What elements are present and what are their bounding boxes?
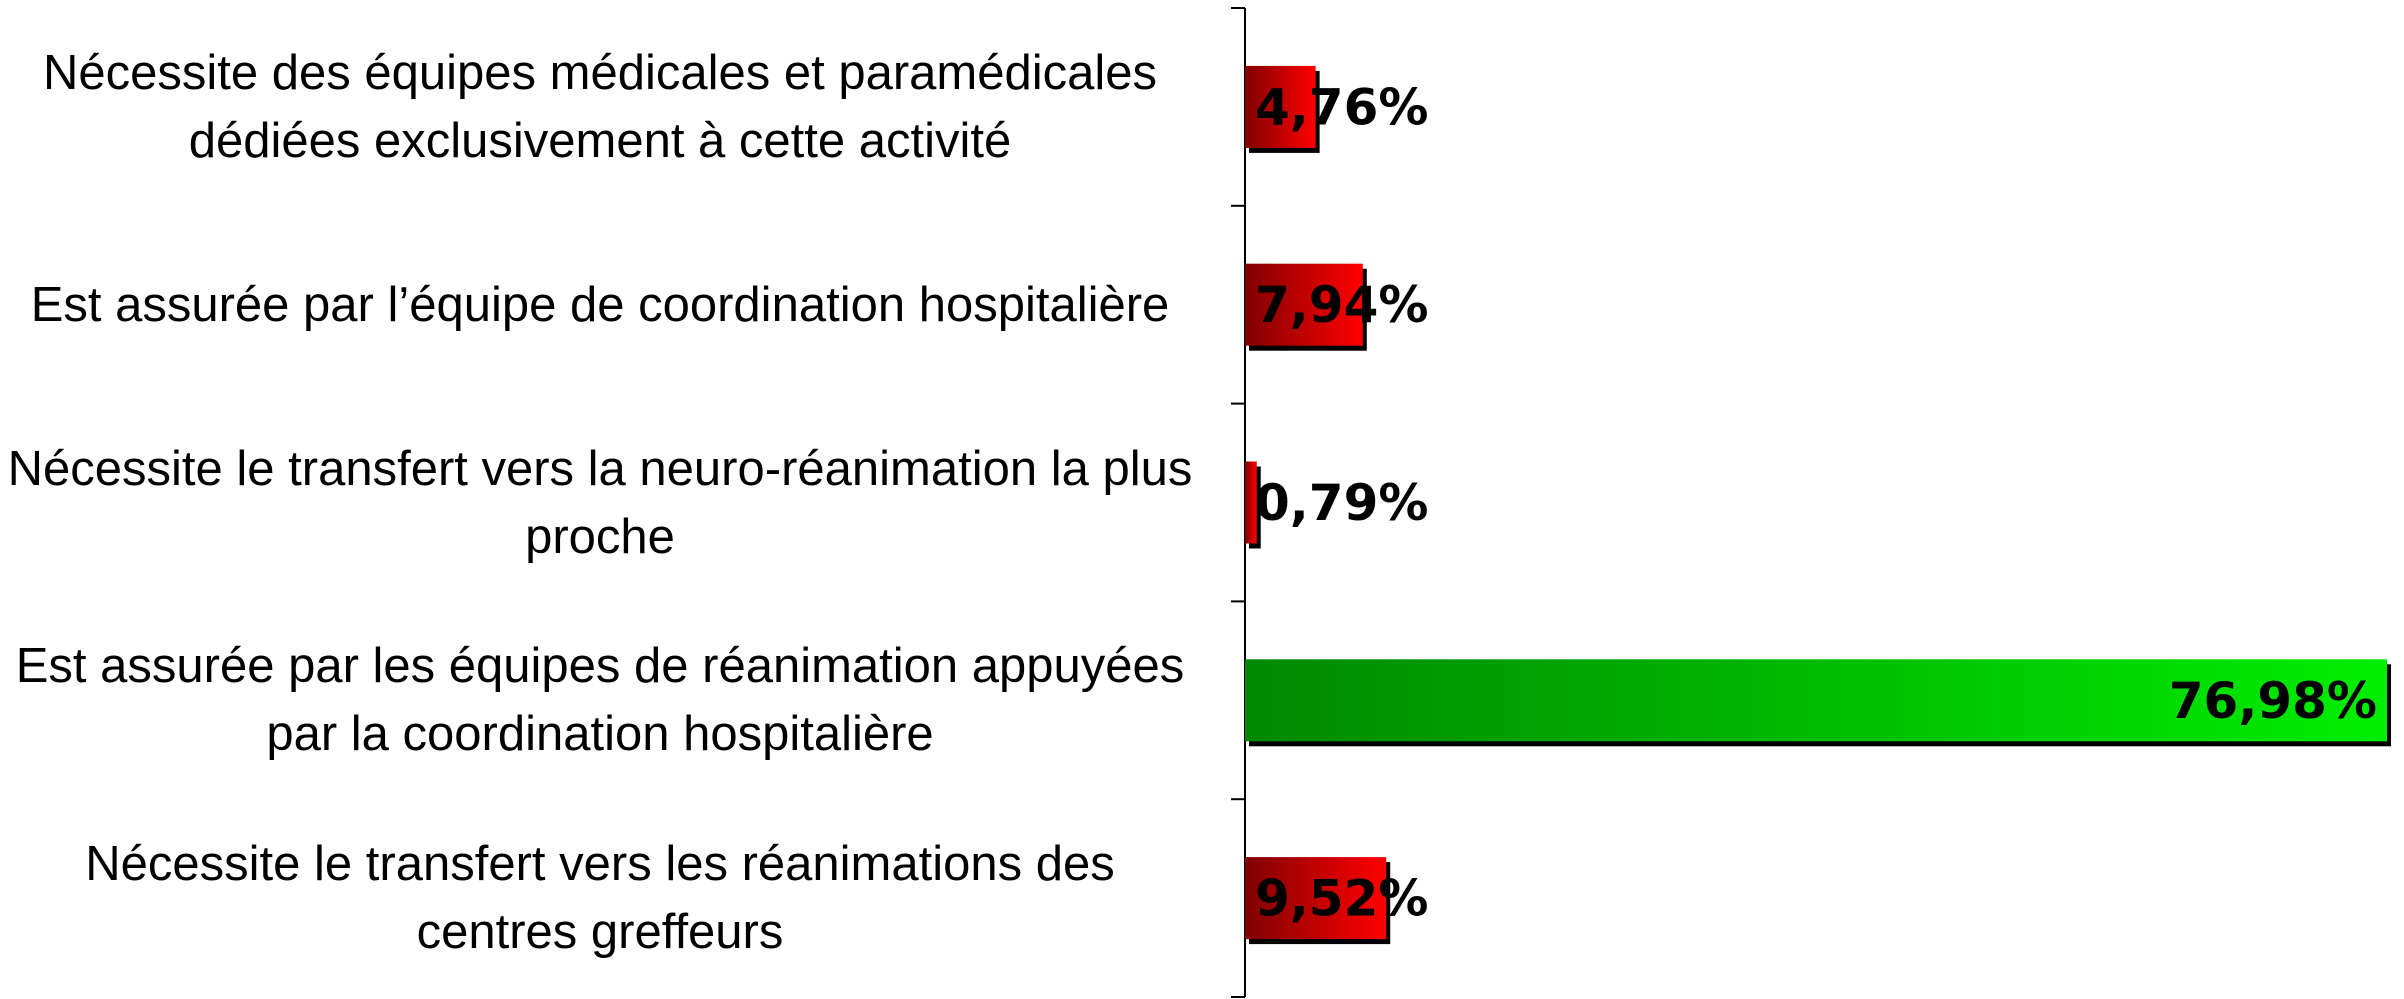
bar xyxy=(1245,263,1363,346)
bar xyxy=(1245,857,1387,940)
value-label: 4,76% xyxy=(1255,78,1428,136)
bar xyxy=(1245,461,1257,544)
category-label: Nécessite le transfert vers les réanimat… xyxy=(85,837,1115,960)
value-label: 7,94% xyxy=(1255,276,1428,334)
bar xyxy=(1245,659,2387,742)
value-label: 76,98% xyxy=(2169,672,2377,730)
category-label: Nécessite des équipes médicales et param… xyxy=(43,45,1157,168)
category-label: Est assurée par l’équipe de coordination… xyxy=(30,277,1170,332)
category-label: Nécessite le transfert vers la neuro-réa… xyxy=(7,441,1193,564)
value-label: 9,52% xyxy=(1255,870,1428,928)
category-label: Est assurée par les équipes de réanimati… xyxy=(15,639,1185,762)
bar xyxy=(1245,65,1316,148)
value-label: 0,79% xyxy=(1255,474,1428,532)
